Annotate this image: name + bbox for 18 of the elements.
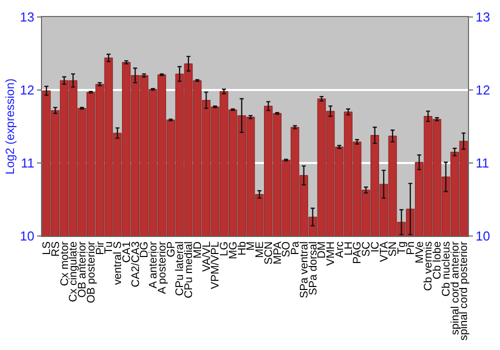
x-tick-label: IC xyxy=(369,241,382,252)
x-tick-label: SCN xyxy=(262,241,275,265)
y2-tick-label: 13 xyxy=(476,10,490,25)
x-tick-label: Cb nucleus xyxy=(440,240,452,296)
y-tick-label: 10 xyxy=(20,228,34,244)
y-tick-label: 11 xyxy=(20,156,34,171)
x-tick-label: Arc xyxy=(334,240,346,258)
y-axis-title: Log2 (expression) xyxy=(3,78,18,175)
y2-tick-label: 11 xyxy=(476,156,490,171)
x-tick-label: OB posterior xyxy=(85,241,98,304)
y2-tick-label: 10 xyxy=(476,228,490,244)
x-tick-label: RS xyxy=(50,241,62,257)
x-tick-label: spinal cord posterior xyxy=(458,241,470,340)
x-tick-label: Tg xyxy=(396,241,408,254)
y-tick-label: 12 xyxy=(20,82,34,98)
y2-tick-label: 12 xyxy=(476,82,490,98)
x-tick-label: A posterior xyxy=(156,241,168,294)
y-tick-label: 13 xyxy=(20,10,34,25)
